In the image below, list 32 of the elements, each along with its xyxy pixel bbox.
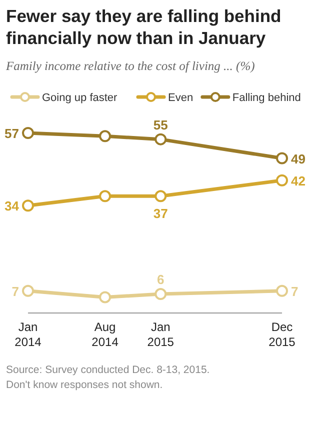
point [22, 200, 34, 212]
x-tick-label: Jan 2015 [147, 320, 174, 349]
data-label: 7 [12, 284, 19, 299]
chart-title: Fewer say they are falling behind financially now than in January [6, 6, 282, 48]
x-tick-label: Dec 2015 [268, 320, 296, 349]
legend-label: Falling behind [232, 92, 301, 104]
point [22, 284, 34, 297]
point [154, 288, 167, 300]
text: Don't know responses not shown. [6, 379, 163, 391]
data-label: 55 [153, 117, 168, 132]
point [154, 190, 167, 202]
legend-label: Even [168, 92, 194, 104]
point [276, 174, 288, 186]
point [22, 127, 34, 139]
point [99, 130, 112, 142]
source-note: Source: Survey conducted Dec. 8-13, 2015. [6, 364, 210, 376]
data-label: 6 [157, 272, 164, 288]
data-label: 37 [153, 206, 168, 222]
data-label: 49 [291, 151, 306, 166]
x-tick-label: Jan 2014 [14, 320, 42, 349]
data-label: 7 [291, 284, 298, 299]
chart-subtitle: Family income relative to the cost of living ... (%) [5, 59, 255, 73]
point [154, 133, 167, 146]
point [99, 291, 112, 304]
point [99, 190, 112, 202]
data-label: 57 [4, 126, 19, 141]
data-label: 42 [291, 173, 306, 188]
legend-label: Going up faster [42, 92, 118, 104]
data-label: 34 [4, 198, 20, 214]
point [276, 284, 288, 297]
x-tick-label: Aug 2014 [92, 320, 119, 349]
point [276, 152, 288, 164]
